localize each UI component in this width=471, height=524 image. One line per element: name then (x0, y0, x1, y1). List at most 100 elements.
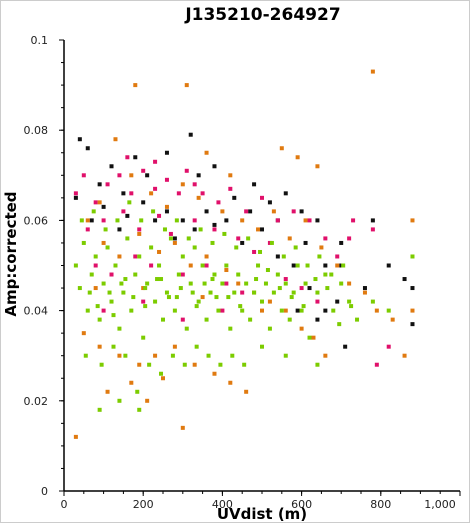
data-point (374, 308, 379, 313)
data-point (192, 218, 197, 223)
data-point (319, 245, 324, 250)
data-point (129, 191, 134, 196)
data-point (307, 335, 312, 340)
data-point (101, 218, 106, 223)
data-point (168, 231, 173, 236)
data-point (355, 317, 360, 322)
data-point (184, 83, 189, 88)
data-point (370, 69, 375, 74)
data-point (151, 209, 156, 214)
data-point (224, 281, 229, 286)
data-point (208, 290, 213, 295)
data-point (370, 299, 375, 304)
data-point (139, 218, 144, 223)
data-point (192, 182, 197, 187)
data-point (216, 308, 221, 313)
data-point (182, 362, 187, 367)
data-point (240, 308, 245, 313)
data-point (238, 304, 243, 309)
data-point (214, 295, 219, 300)
data-point (305, 263, 310, 268)
data-point (410, 322, 415, 327)
data-point (73, 191, 78, 196)
data-point (236, 236, 241, 241)
data-point (117, 254, 122, 259)
data-point (145, 281, 150, 286)
data-point (121, 191, 126, 196)
data-point (97, 344, 102, 349)
data-point (224, 218, 229, 223)
x-tick-label: 200 (133, 498, 154, 511)
data-point (260, 299, 264, 304)
data-point (79, 218, 84, 223)
data-point (93, 286, 98, 291)
data-point (97, 182, 102, 187)
data-point (162, 227, 167, 232)
data-point (159, 277, 164, 282)
data-point (125, 236, 130, 241)
data-point (339, 240, 344, 245)
data-point (347, 236, 352, 241)
data-point (374, 362, 379, 367)
data-point (77, 137, 82, 142)
data-point (194, 304, 199, 309)
data-point (267, 326, 272, 331)
data-point (109, 272, 114, 277)
data-point (159, 371, 164, 376)
data-point (196, 173, 201, 178)
data-point (283, 308, 288, 313)
data-point (188, 132, 193, 137)
data-point (212, 164, 217, 169)
data-point (232, 290, 237, 295)
data-point (141, 335, 146, 340)
data-point (218, 362, 223, 367)
data-point (190, 290, 195, 295)
data-point (196, 195, 201, 200)
data-point (323, 236, 328, 241)
data-point (315, 290, 320, 295)
data-point (260, 344, 264, 349)
data-point (157, 249, 162, 254)
data-point (204, 209, 209, 214)
data-point (174, 218, 179, 223)
data-point (107, 290, 112, 295)
data-point (311, 335, 316, 340)
data-point (172, 236, 177, 241)
data-point (204, 263, 209, 268)
data-point (240, 218, 245, 223)
data-point (145, 173, 150, 178)
data-point (97, 317, 102, 322)
data-point (232, 195, 237, 200)
data-point (252, 182, 257, 187)
data-point (153, 299, 158, 304)
data-point (127, 200, 132, 205)
data-point (97, 407, 102, 412)
data-point (410, 254, 415, 259)
data-point (129, 173, 134, 178)
data-point (85, 218, 90, 223)
data-point (155, 277, 160, 282)
data-point (153, 159, 158, 164)
data-point (153, 186, 158, 191)
data-point (198, 227, 203, 232)
data-point (111, 313, 116, 318)
data-point (220, 281, 225, 286)
data-point (91, 209, 96, 214)
data-point (212, 272, 217, 277)
data-point (172, 308, 177, 313)
data-point (145, 398, 150, 403)
data-point (339, 281, 344, 286)
data-point (101, 308, 106, 313)
data-point (125, 155, 130, 160)
data-point (287, 317, 292, 322)
data-point (85, 308, 90, 313)
data-point (101, 240, 106, 245)
data-point (164, 204, 169, 209)
data-point (402, 353, 407, 358)
data-point (341, 263, 346, 268)
data-point (192, 227, 197, 232)
data-point (349, 304, 354, 309)
data-point (386, 344, 391, 349)
data-point (410, 218, 415, 223)
data-point (178, 286, 183, 291)
